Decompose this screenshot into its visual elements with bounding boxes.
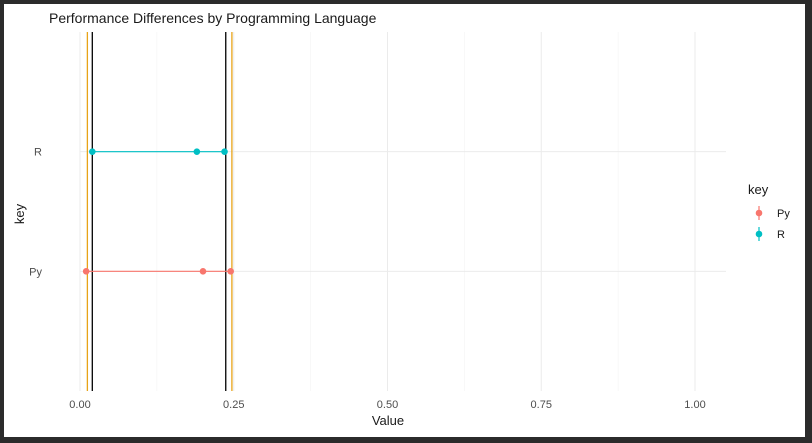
x-tick-label: 0.25 xyxy=(223,399,244,411)
x-tick-label: 0.00 xyxy=(69,399,90,411)
legend-label: R xyxy=(777,229,785,241)
data-point-py xyxy=(227,268,234,275)
x-tick-label: 0.75 xyxy=(531,399,552,411)
y-axis-title: key xyxy=(12,203,27,224)
chart-svg: Performance Differences by Programming L… xyxy=(12,10,790,428)
chart-frame: Performance Differences by Programming L… xyxy=(4,4,805,437)
data-point-r xyxy=(89,148,96,155)
legend-key-point xyxy=(755,230,763,238)
reference-lines xyxy=(86,32,233,391)
legend-label: Py xyxy=(777,208,790,220)
legend-title: key xyxy=(748,182,769,197)
data-point-r xyxy=(221,148,228,155)
x-tick-label: 0.50 xyxy=(377,399,398,411)
y-tick-label: Py xyxy=(29,266,42,278)
legend: key Py R xyxy=(748,182,790,241)
data-point-r xyxy=(193,148,201,155)
data-point-py xyxy=(199,268,207,275)
x-axis-ticks: 0.00 0.25 0.50 0.75 1.00 xyxy=(69,399,705,411)
legend-key-point xyxy=(755,209,763,217)
y-axis-ticks: Py R xyxy=(29,147,42,279)
grid xyxy=(79,32,726,391)
x-tick-label: 1.00 xyxy=(684,399,705,411)
chart-title: Performance Differences by Programming L… xyxy=(49,10,377,26)
data-point-py xyxy=(82,268,90,275)
series-group xyxy=(82,148,234,275)
x-axis-title: Value xyxy=(372,413,404,428)
y-tick-label: R xyxy=(34,147,42,159)
